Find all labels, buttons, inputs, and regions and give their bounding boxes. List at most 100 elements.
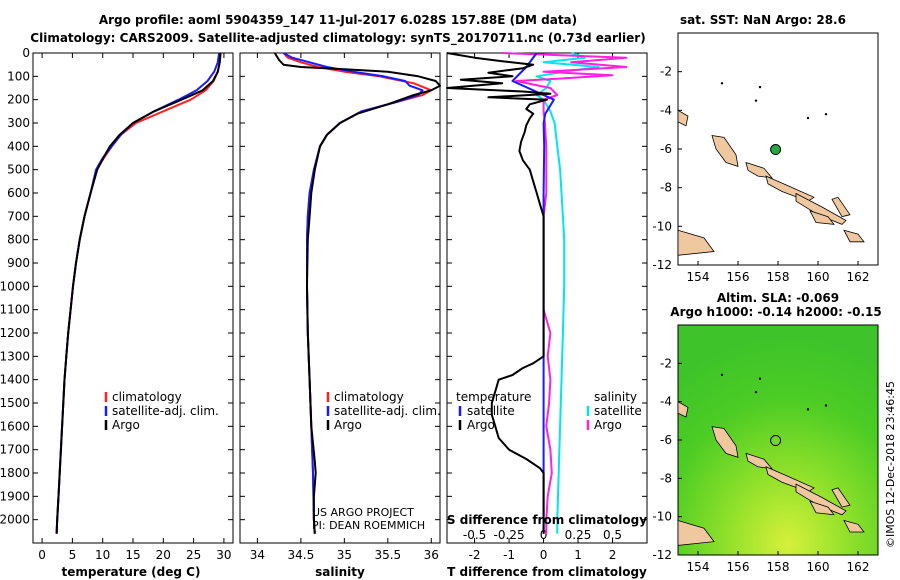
salinity-lines [273,52,441,534]
depth-tick-label-800: 800 [7,233,30,247]
map-island [843,519,865,533]
map-ytick-label--6: -6 [660,433,672,447]
depth-tick-label-900: 900 [7,256,30,270]
depth-tick-label-100: 100 [7,69,30,83]
map-islet [824,113,828,116]
map-island [809,210,835,225]
map-xtick-label-154: 154 [687,560,710,574]
map-island [677,109,689,127]
salinity-panel: 34 34.5 35 35.5 36 salinity climatologysatel… [239,52,441,579]
sst-map-land [677,82,865,256]
map-island [831,487,851,508]
title-line-2: Climatology: CARS2009. Satellite-adjuste… [30,31,645,46]
credit-line-1: US ARGO PROJECT [312,506,414,519]
map-island [677,401,689,418]
map-xtick-label-160: 160 [807,270,830,284]
credit-line-2: PI: DEAN ROEMMICH [312,519,425,532]
map-xtick-label-162: 162 [847,270,870,284]
map-island [809,500,835,516]
depth-tick-label-1000: 1000 [0,279,30,293]
map-islet [758,377,762,380]
depth-tick-label-1100: 1100 [0,303,30,317]
map-islet [806,116,810,120]
salinity-ticks: 34 34.5 35 35.5 36 [240,52,440,562]
map-island [795,483,847,516]
map-xtick-label-158: 158 [767,270,790,284]
map-xtick-label-162: 162 [847,560,870,574]
temperature-xtick-label-0: 0 [38,548,46,562]
tdiff-xtick-label-2: 2 [609,548,617,562]
map-island [745,452,773,470]
salinity-legend-label: climatology [334,390,404,404]
depth-tick-label-1300: 1300 [0,349,30,363]
sla-map-land [677,373,865,546]
map-island [795,192,847,225]
t-difference-xlabel: T difference from climatology [447,565,647,579]
temperature-xtick-label-25: 25 [186,548,201,562]
depth-tick-label-1900: 1900 [0,489,30,503]
map-island [745,161,773,179]
sdiff-xtick-label-0.25: 0.25 [565,528,592,542]
sst-map-title: sat. SST: NaN Argo: 28.6 [680,13,846,27]
map-island [831,196,851,218]
salinity-xtick-label-36: 36 [424,548,439,562]
map-ytick-label--4: -4 [660,395,672,409]
difference-plot-frame [446,52,648,544]
difference-legend-t-label: Argo [467,418,495,432]
depth-tick-label-1700: 1700 [0,443,30,457]
temperature-lines [55,52,222,534]
salinity-plot-frame [239,52,441,544]
sdiff-xtick-label--0.25: -0.25 [494,528,525,542]
temperature-plot-frame [32,52,234,544]
difference-legend-t-label: satellite [467,404,515,418]
sla-map-ticks: 154 156 158 160 162 -2 -4 -6 -8 -10 -12 [652,356,869,574]
depth-axis: 0 100 200 300 400 500 600 700 800 900 1000 1100 1200… [0,46,30,527]
map-island [677,519,715,546]
map-ytick-label--12: -12 [652,548,672,562]
map-island [711,426,739,458]
map-island [677,229,715,256]
title-line-1: Argo profile: aoml 5904359_147 11-Jul-20… [99,13,577,28]
difference-panel: -2 -1 0 1 2 -0.5 -0.25 0 0.25 0.5 T difference fr… [446,52,648,579]
depth-tick-label-600: 600 [7,186,30,200]
temperature-legend-label: satellite-adj. clim. [112,404,219,418]
depth-tick-label-400: 400 [7,139,30,153]
difference-line-t-satellite [511,52,555,534]
difference-legend: temperature salinitysatelliteArgosatellit… [456,390,642,432]
salinity-legend-label: satellite-adj. clim. [334,404,441,418]
temperature-xlabel: temperature (deg C) [62,565,201,579]
temperature-line-argo [55,52,222,534]
depth-tick-label-700: 700 [7,209,30,223]
difference-line-t-argo [446,52,552,534]
map-ytick-label--8: -8 [660,471,672,485]
sst-map: sat. SST: NaN Argo: 28.6 154 156 158 160 162… [652,13,879,284]
imos-watermark: ©IMOS 12-Dec-2018 23:46:45 [884,381,897,548]
tdiff-xtick-label--1: -1 [503,548,515,562]
difference-ticks: -2 -1 0 1 2 -0.5 -0.25 0 0.25 0.5 [447,52,647,562]
difference-lines [446,52,628,534]
map-xtick-label-156: 156 [727,560,750,574]
depth-tick-label-300: 300 [7,116,30,130]
sla-map-title-2: Argo h1000: -0.14 h2000: -0.15 [670,305,881,319]
temperature-xtick-label-15: 15 [125,548,140,562]
temperature-xtick-label-5: 5 [69,548,77,562]
difference-legend-s-title: salinity [594,390,637,404]
depth-tick-label-1200: 1200 [0,326,30,340]
map-xtick-label-160: 160 [807,560,830,574]
map-island [843,229,865,243]
sla-map-title-1: Altim. SLA: -0.069 [717,291,839,305]
s-difference-xlabel: S difference from climatology [447,513,647,527]
sla-map: Altim. SLA: -0.069 Argo h1000: -0.14 h20… [652,291,881,574]
salinity-xtick-label-34.5: 34.5 [288,548,315,562]
sdiff-xtick-label--0.5: -0.5 [463,528,486,542]
map-xtick-label-154: 154 [687,270,710,284]
sla-map-field [677,324,879,556]
argo-position-marker [770,435,782,447]
difference-legend-s-label: Argo [594,418,622,432]
map-islet [758,85,762,89]
map-island [711,135,739,167]
salinity-legend-label: Argo [334,418,362,432]
temperature-xtick-label-20: 20 [156,548,171,562]
sdiff-xtick-label-0.5: 0.5 [603,528,622,542]
